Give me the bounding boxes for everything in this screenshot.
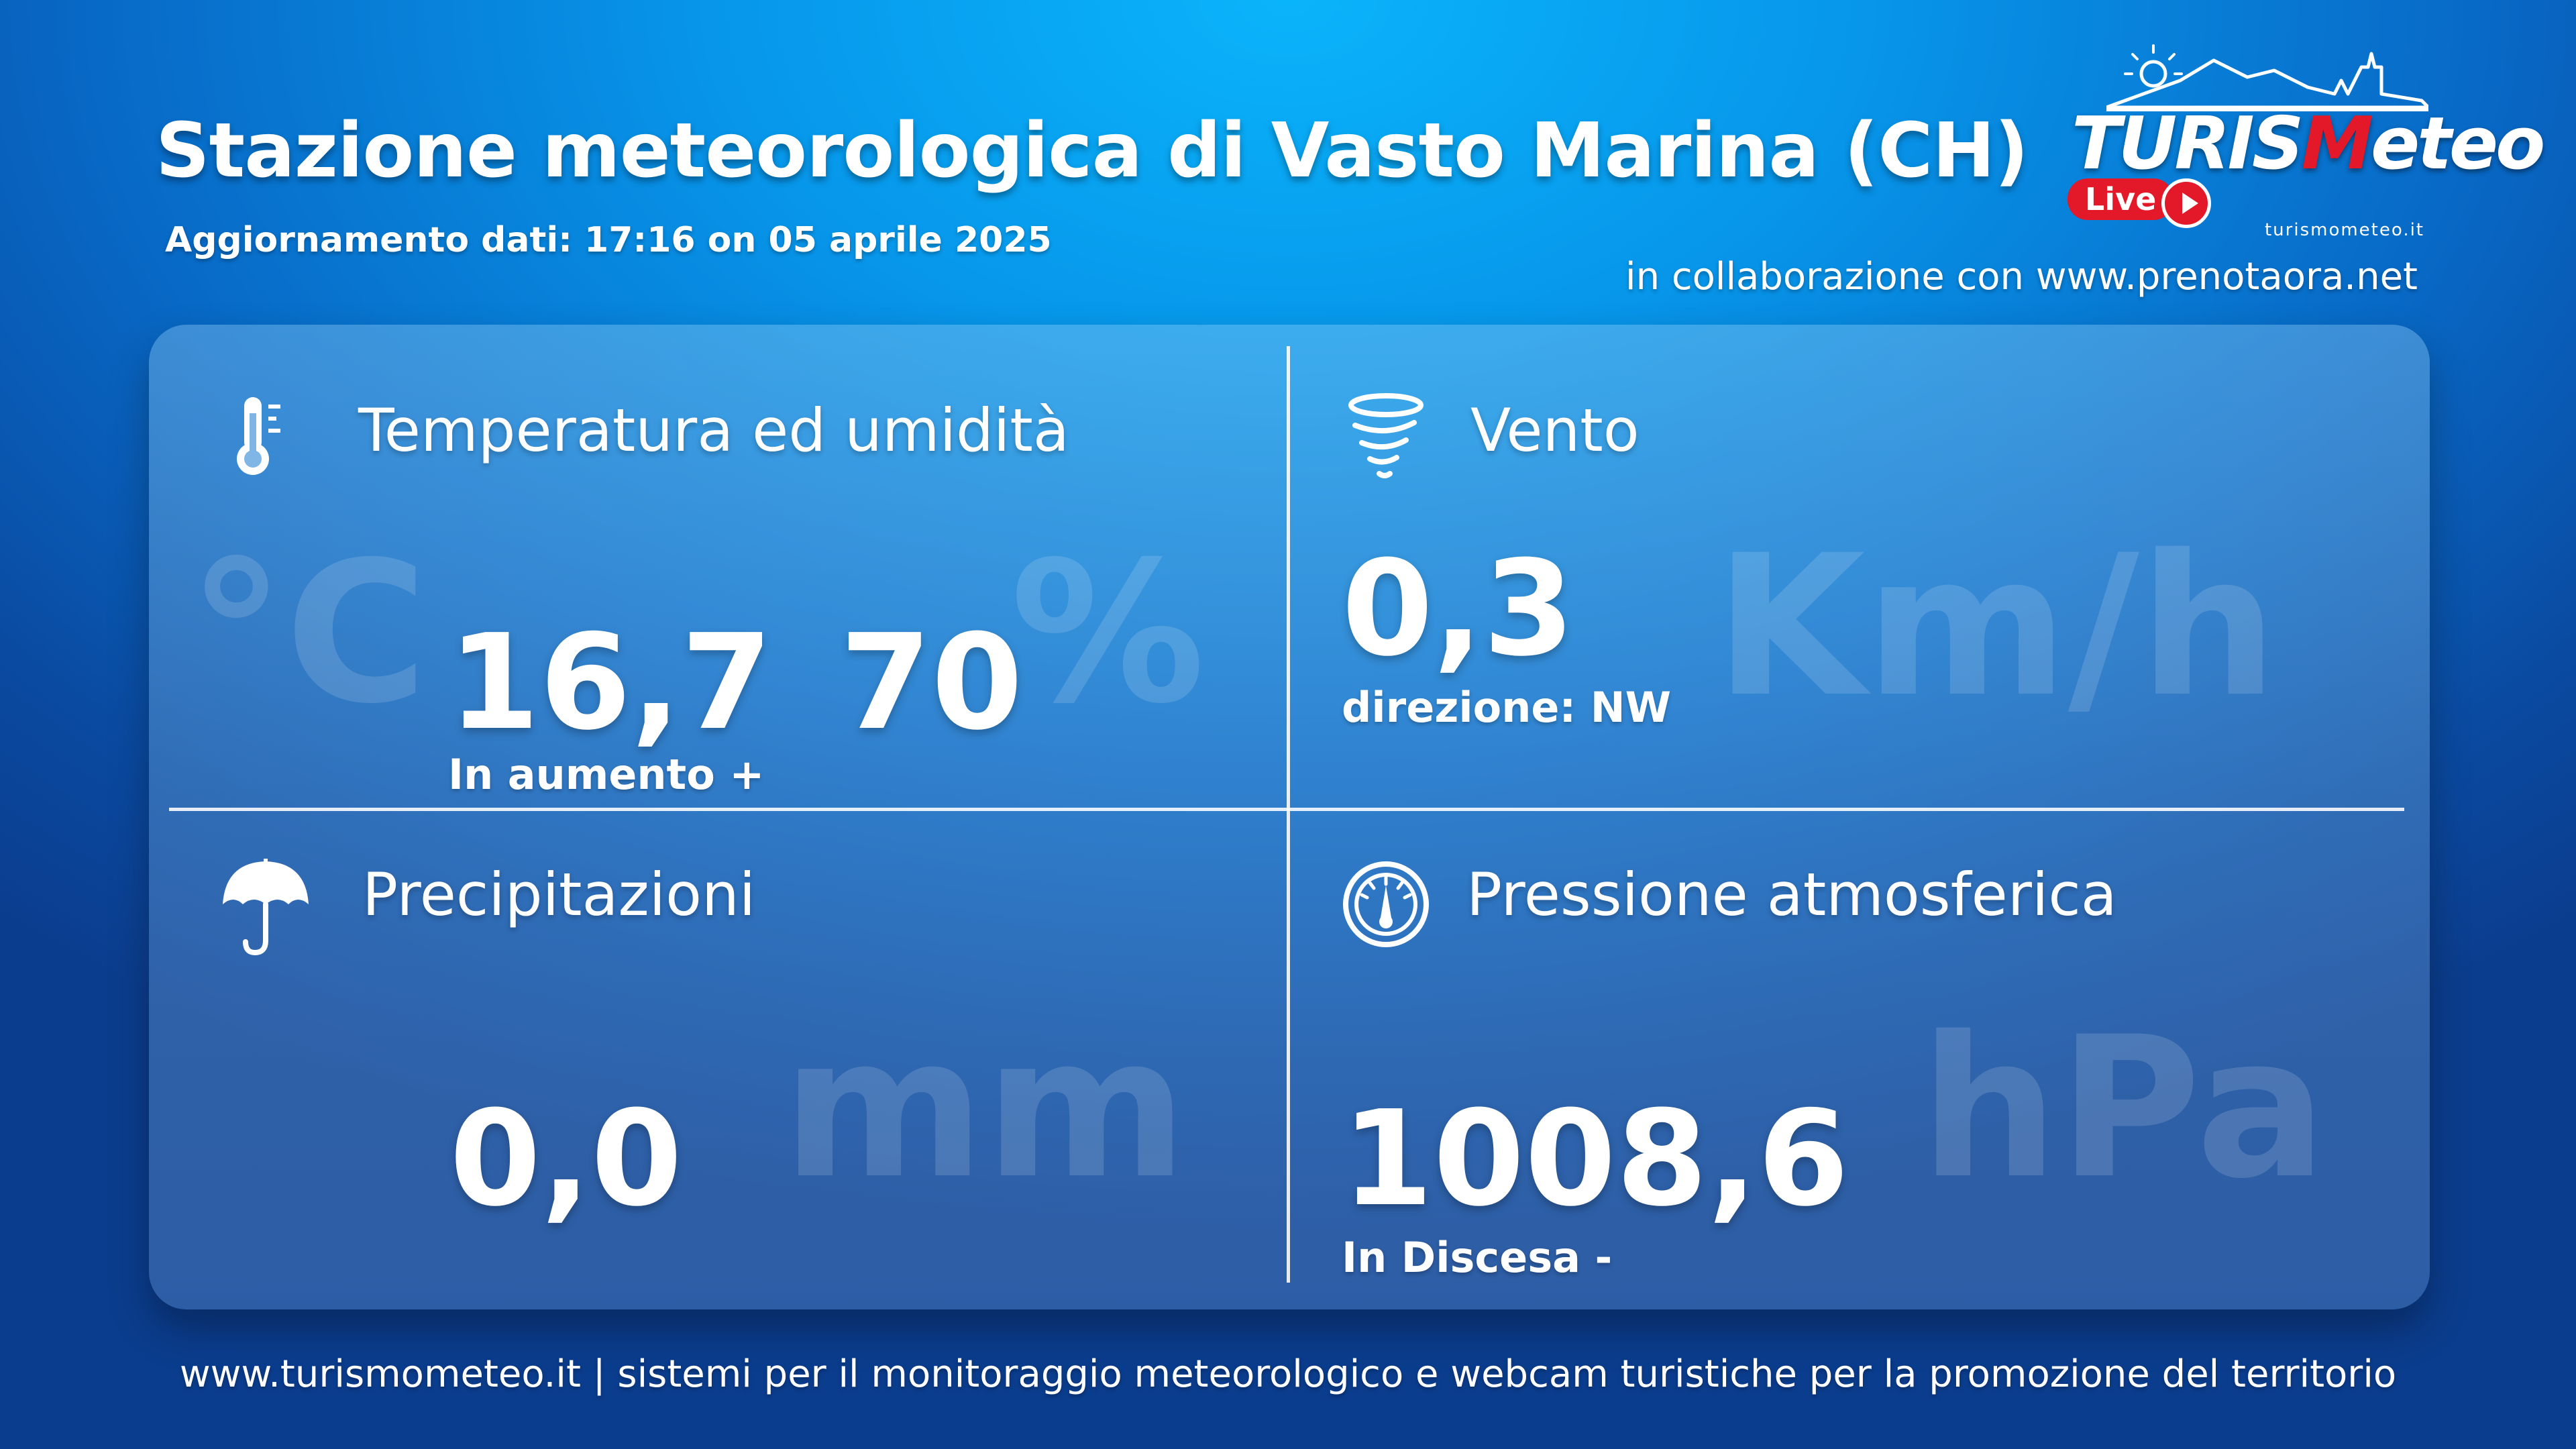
collaboration-link[interactable]: in collaborazione con www.prenotaora.net: [1625, 255, 2418, 299]
live-badge[interactable]: Live: [2068, 178, 2174, 220]
temperature-trend: In aumento +: [448, 750, 765, 799]
wind-direction: direzione: NW: [1342, 683, 1672, 732]
footer-text: www.turismometeo.it | sistemi per il mon…: [179, 1352, 2397, 1396]
logo-word-part2: M: [2301, 102, 2374, 186]
precipitation-unit: mm: [782, 996, 1188, 1222]
wind-speed-value: 0,3: [1342, 533, 1575, 686]
pressure-unit: hPa: [1920, 996, 2327, 1222]
logo-wordmark: TURISMeteo: [2072, 102, 2545, 186]
pressure-trend: In Discesa -: [1342, 1233, 1613, 1282]
humidity-value: 70: [840, 606, 1023, 759]
logo-word-part1: TURIS: [2072, 102, 2304, 186]
umbrella-icon: [219, 857, 313, 958]
humidity-unit: %: [1010, 521, 1205, 747]
horizontal-divider: [169, 808, 2404, 811]
pressure-title: Pressione atmosferica: [1466, 860, 2117, 929]
mountain-sun-icon: [2106, 44, 2428, 111]
thermometer-icon: [235, 393, 295, 480]
logo-url: turismometeo.it: [2264, 220, 2424, 240]
celsius-unit: °C: [188, 521, 428, 747]
page-title: Stazione meteorologica di Vasto Marina (…: [156, 107, 2029, 195]
precipitation-value: 0,0: [449, 1083, 683, 1236]
precipitation-title: Precipitazioni: [362, 860, 756, 929]
gauge-icon: [1342, 860, 1430, 949]
pressure-value: 1008,6: [1342, 1083, 1849, 1236]
tornado-icon: [1342, 390, 1429, 484]
vertical-divider: [1287, 346, 1290, 1283]
temperature-title: Temperatura ed umidità: [358, 396, 1069, 465]
turismometeo-logo[interactable]: TURISMeteo Live turismometeo.it: [2066, 40, 2545, 241]
play-icon[interactable]: [2161, 178, 2211, 228]
logo-word-part3: eteo: [2370, 102, 2545, 186]
wind-title: Vento: [1470, 396, 1640, 465]
wind-unit: Km/h: [1715, 514, 2278, 740]
temperature-value: 16,7: [448, 606, 773, 759]
last-update-text: Aggiornamento dati: 17:16 on 05 aprile 2…: [165, 220, 1052, 260]
